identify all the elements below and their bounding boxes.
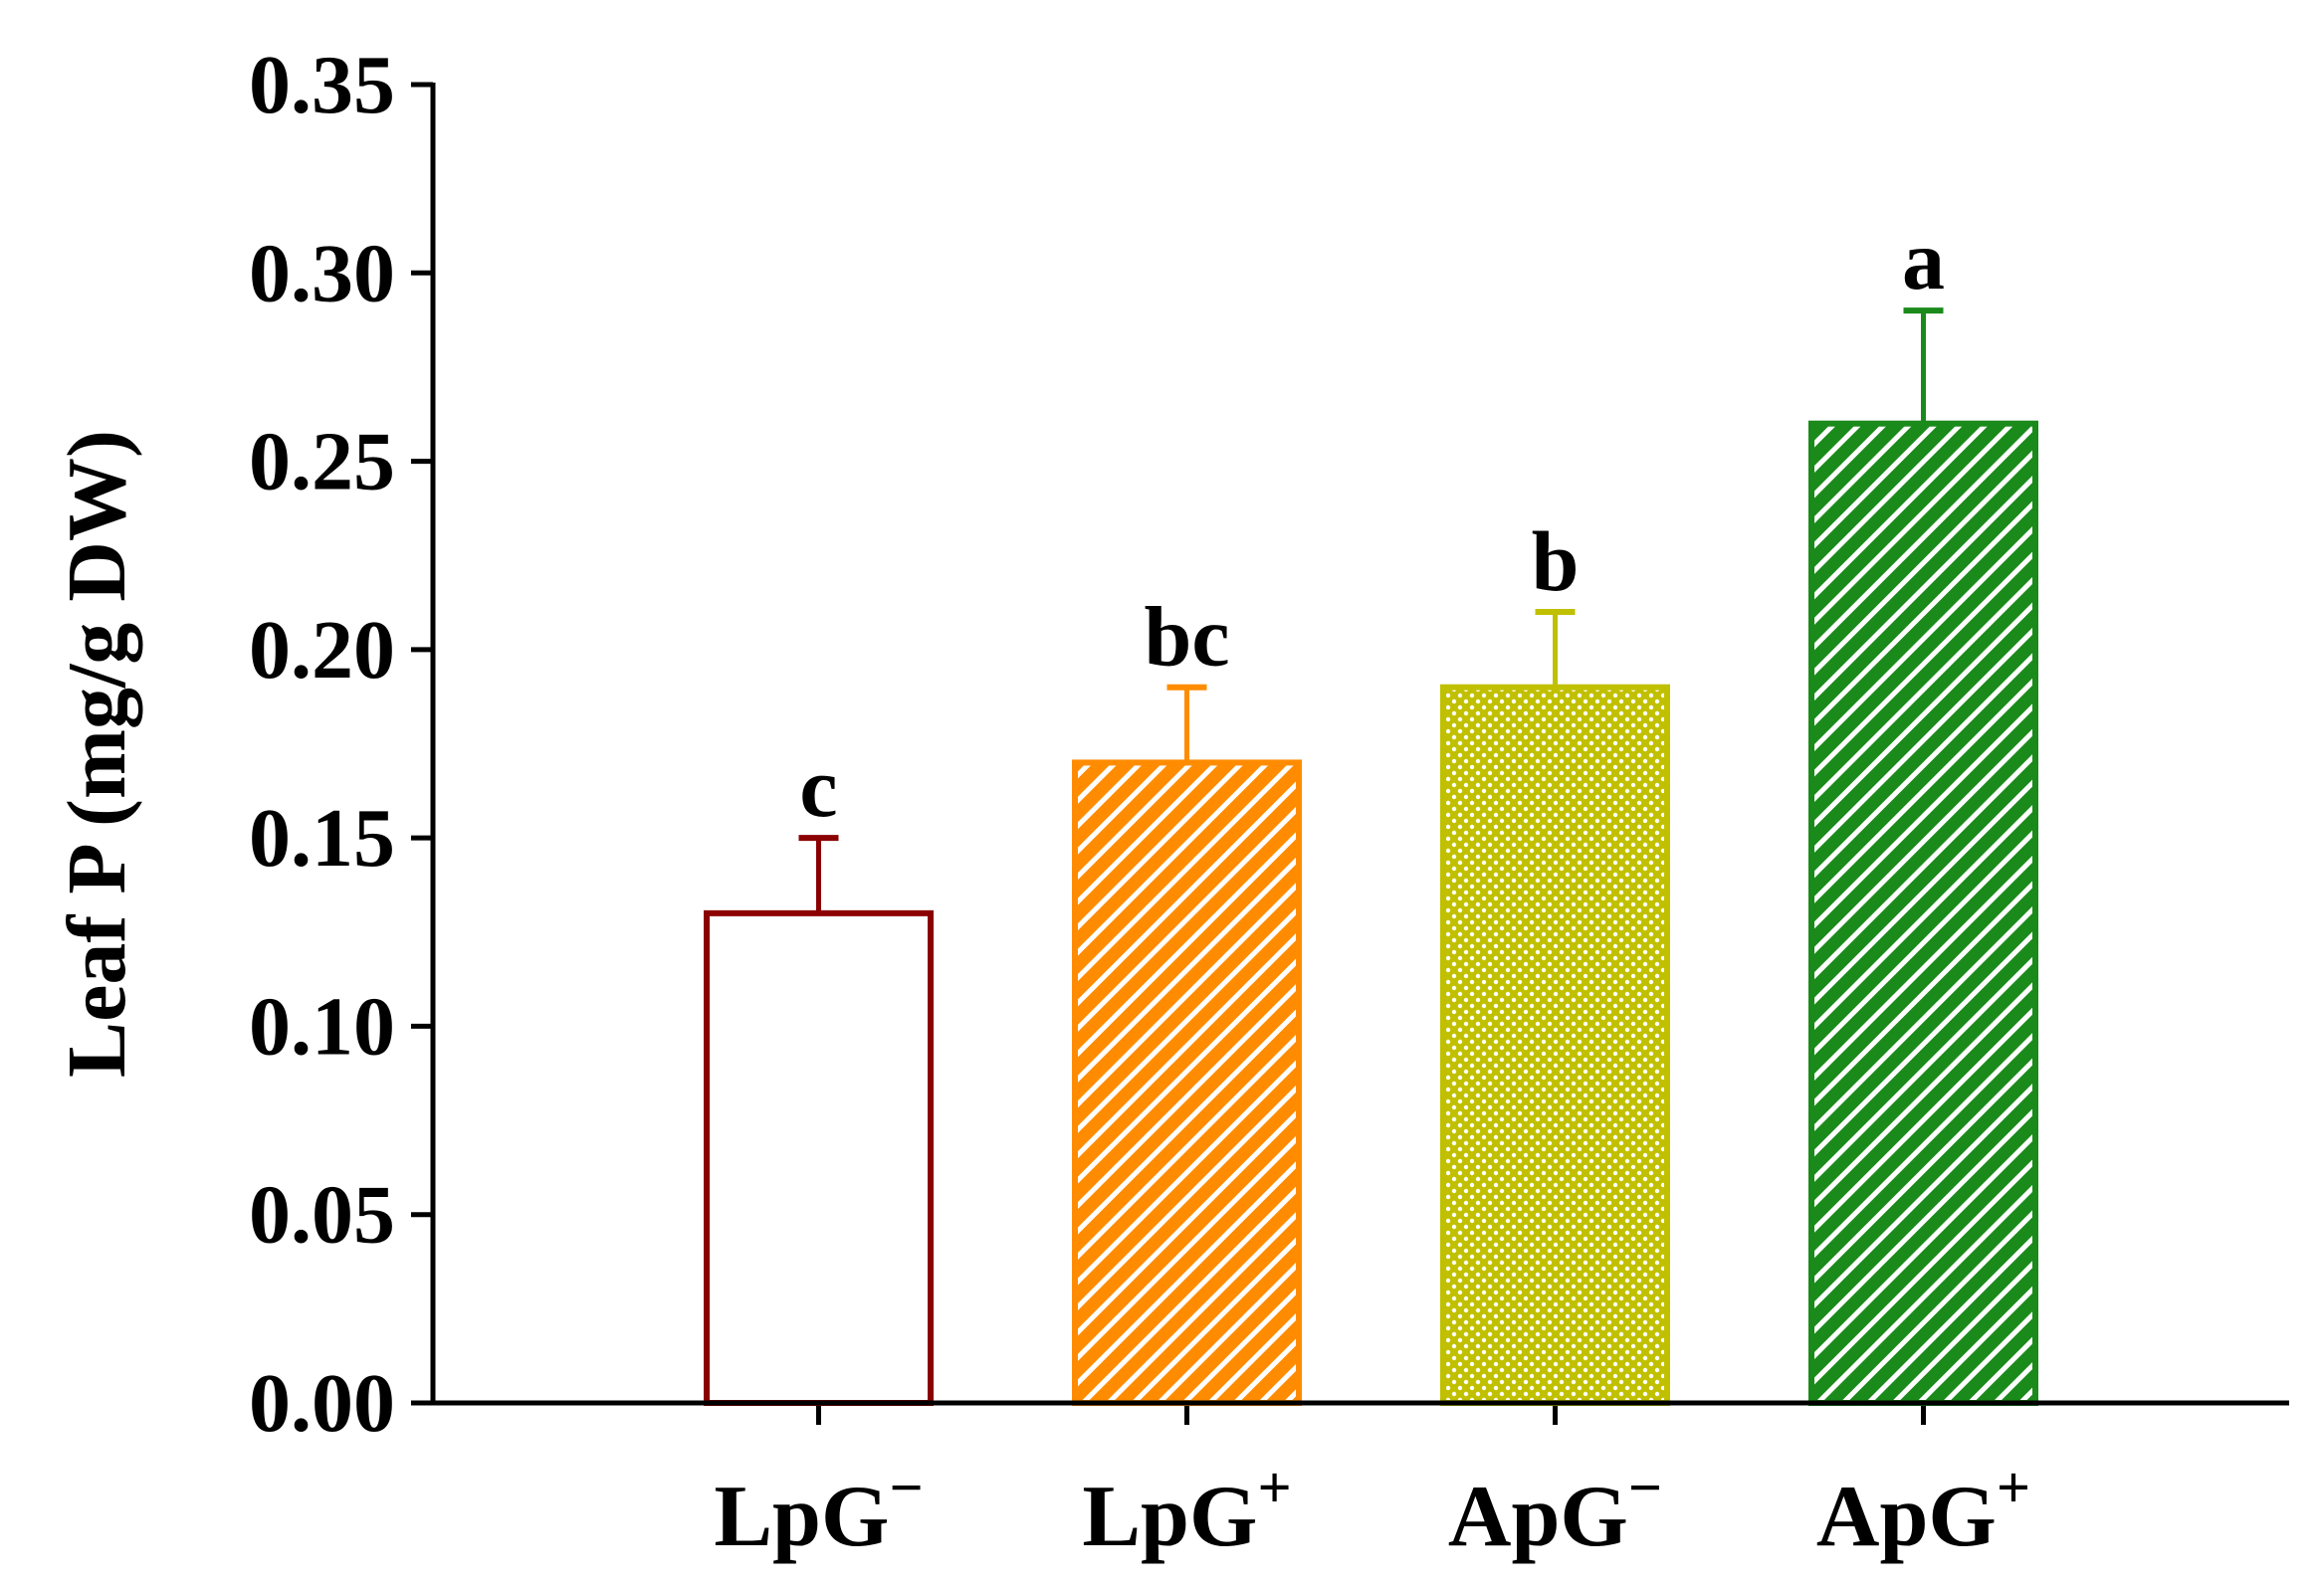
significance-label-3: a [1902,212,1945,307]
y-axis-ticks: 0.00 0.05 0.10 0.15 0.20 0.25 0.30 0.35 [249,39,433,1450]
category-base: ApG [1816,1469,1997,1565]
significance-label-2: b [1532,513,1580,609]
category-superscript: − [889,1455,923,1520]
y-tick-label: 0.25 [249,416,395,508]
significance-labels: c bc b a [799,212,1945,835]
category-superscript: + [1997,1455,2030,1520]
category-base: ApG [1448,1469,1628,1565]
y-tick-label: 0.10 [249,980,395,1073]
bars-group [704,420,2038,1406]
x-axis-ticks [816,1403,1926,1425]
bar-3 [1808,420,2038,1406]
x-tick-label-3: ApG+ [1816,1455,2030,1565]
bar-1 [1072,759,1302,1406]
category-superscript: + [1257,1455,1291,1520]
significance-label-0: c [799,739,837,835]
y-tick-label: 0.20 [249,604,395,696]
x-tick-label-0: LpG− [714,1455,923,1565]
x-tick-label-1: LpG+ [1082,1455,1291,1565]
error-bars-group [798,307,1944,913]
y-tick-label: 0.00 [249,1357,395,1450]
category-superscript: − [1628,1455,1662,1520]
y-axis-label: Leaf P (mg/g DW) [51,430,143,1078]
y-tick-label: 0.05 [249,1169,395,1262]
category-base: LpG [714,1469,889,1565]
y-tick-label: 0.15 [249,792,395,885]
category-labels: LpG− LpG+ ApG− ApG+ [714,1455,2030,1565]
bar-2 [1440,684,1670,1406]
category-base: LpG [1082,1469,1257,1565]
significance-label-1: bc [1145,589,1230,685]
y-tick-label: 0.30 [249,227,395,319]
bar-0 [704,909,934,1406]
x-tick-label-2: ApG− [1448,1455,1662,1565]
y-tick-label: 0.35 [249,39,395,131]
